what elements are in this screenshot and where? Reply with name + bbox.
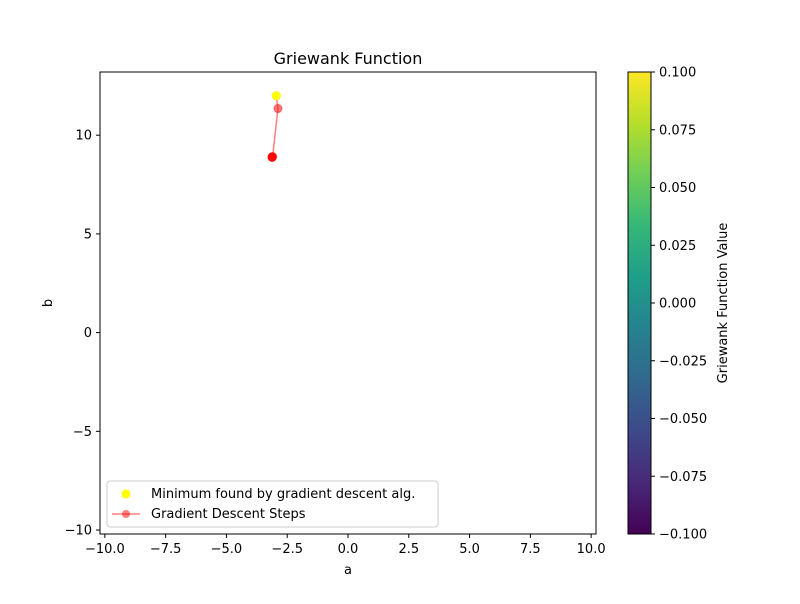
plot-frame — [99, 71, 597, 535]
x-tick-label: 0.0 — [338, 542, 359, 557]
y-tick-label: −10 — [65, 524, 92, 539]
x-tick-label: 10.0 — [577, 542, 606, 557]
colorbar-tick-label: 0.000 — [659, 297, 696, 312]
data-point-minimum-found-by-gradient-descent-alg — [271, 91, 281, 101]
data-point-gradient-descent-steps — [273, 104, 283, 114]
x-tick-label: −2.5 — [271, 542, 303, 557]
legend-label-steps: Gradient Descent Steps — [151, 507, 306, 522]
x-axis-label: a — [344, 563, 352, 578]
colorbar-tick-label: 0.025 — [659, 239, 696, 254]
colorbar — [627, 71, 652, 535]
x-tick-label: −5.0 — [211, 542, 243, 557]
colorbar-tick-label: 0.075 — [659, 123, 696, 138]
x-tick-label: 7.5 — [520, 542, 541, 557]
legend: Minimum found by gradient descent alg. G… — [106, 480, 439, 528]
colorbar-tick-label: −0.100 — [659, 528, 707, 543]
legend-marker-minimum — [121, 489, 131, 499]
x-axis-ticks: −10.0 −7.5 −5.0 −2.5 0.0 2.5 5.0 7.5 10.0 — [85, 534, 606, 557]
y-tick-label: −5 — [73, 425, 92, 440]
legend-box — [106, 480, 439, 528]
colorbar-tick-label: 0.050 — [659, 181, 696, 196]
series-layer — [267, 91, 283, 162]
y-tick-label: 0 — [84, 326, 92, 341]
x-tick-label: −10.0 — [85, 542, 125, 557]
x-tick-label: 2.5 — [398, 542, 419, 557]
colorbar-label: Griewank Function Value — [716, 223, 731, 384]
y-tick-label: 5 — [84, 227, 92, 242]
x-tick-label: 5.0 — [459, 542, 480, 557]
y-axis-ticks: −10 −5 0 5 10 — [65, 129, 100, 539]
y-axis-label: b — [41, 299, 56, 307]
x-tick-label: −7.5 — [150, 542, 182, 557]
colorbar-tick-label: −0.075 — [659, 470, 707, 485]
legend-marker-steps — [122, 510, 130, 518]
chart-title: Griewank Function — [274, 49, 423, 68]
colorbar-tick-label: 0.100 — [659, 66, 696, 81]
colorbar-tick-label: −0.050 — [659, 412, 707, 427]
colorbar-ticks: −0.100 −0.075 −0.050 −0.025 0.000 0.025 0.050 0… — [651, 66, 707, 543]
colorbar-tick-label: −0.025 — [659, 354, 707, 369]
legend-label-minimum: Minimum found by gradient descent alg. — [151, 487, 415, 502]
y-tick-label: 10 — [75, 129, 92, 144]
plot-area — [100, 72, 596, 534]
data-point-gradient-descent-steps — [267, 152, 277, 162]
